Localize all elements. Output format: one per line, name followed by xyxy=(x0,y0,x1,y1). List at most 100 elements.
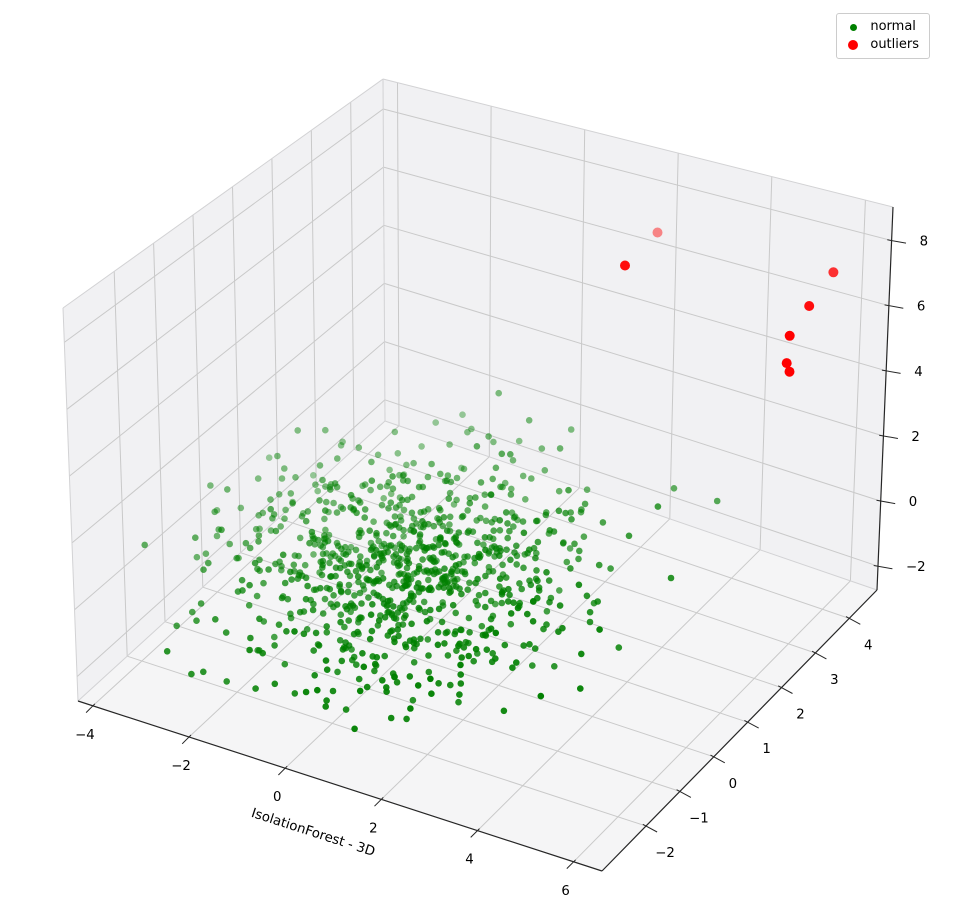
scatter-point-normal xyxy=(370,589,378,597)
scatter-point-normal xyxy=(457,671,465,678)
scatter-point-normal xyxy=(533,549,540,557)
grid-line-y-wall xyxy=(310,130,317,484)
grid-line-x-wall xyxy=(669,153,679,519)
scatter-point-normal xyxy=(200,668,207,676)
grid-line-y-wall xyxy=(153,243,166,622)
scatter-point-normal xyxy=(384,597,392,605)
scatter-point-normal xyxy=(356,687,364,695)
scatter-point-normal xyxy=(495,389,503,397)
scatter-point-normal xyxy=(252,525,260,533)
grid-line-x-wall xyxy=(849,200,866,581)
scatter-point-normal xyxy=(513,561,520,568)
scatter-point-normal xyxy=(468,425,475,433)
scatter-point-normal xyxy=(559,540,567,547)
scatter-point-normal xyxy=(457,661,464,669)
scatter-point-normal xyxy=(446,513,454,521)
scatter-point-normal xyxy=(399,621,407,628)
scatter-point-normal xyxy=(353,661,360,668)
scatter-point-normal xyxy=(534,577,541,585)
scatter-point-normal xyxy=(428,690,435,697)
scatter-point-normal xyxy=(421,521,428,528)
scatter-point-normal xyxy=(334,668,341,676)
scatter-point-normal xyxy=(368,627,376,635)
scatter-point-normal xyxy=(322,507,329,514)
scatter-point-normal xyxy=(275,491,283,498)
scatter-point-normal xyxy=(397,517,405,524)
scatter-point-normal xyxy=(348,560,355,568)
scatter-point-normal xyxy=(615,644,623,651)
scatter-point-outlier xyxy=(784,366,795,377)
scatter-point-normal xyxy=(625,532,633,540)
scatter-point-normal xyxy=(387,628,394,635)
scatter-point-normal xyxy=(514,604,522,612)
scatter-point-normal xyxy=(339,505,347,512)
scatter-point-normal xyxy=(360,663,368,671)
grid-line-z-right xyxy=(383,108,892,241)
scatter-point-normal xyxy=(546,598,553,606)
x-tick xyxy=(85,703,96,713)
scatter-point-normal xyxy=(595,561,603,569)
scatter-point-outlier xyxy=(828,267,839,278)
x-tick xyxy=(470,828,480,838)
scatter-point-normal xyxy=(301,561,309,569)
scatter-point-normal xyxy=(531,645,539,652)
scatter-point-normal xyxy=(309,535,317,542)
scatter-point-normal xyxy=(505,585,512,593)
scatter-point-normal xyxy=(336,637,344,644)
scatter-point-normal xyxy=(309,606,317,614)
scatter-point-normal xyxy=(277,523,285,530)
y-tick xyxy=(676,789,692,798)
scatter-point-normal xyxy=(420,508,428,515)
scatter-point-normal xyxy=(532,554,539,562)
scatter-point-normal xyxy=(391,428,399,436)
legend-item-normal: normal xyxy=(845,19,919,35)
scatter-point-normal xyxy=(379,677,386,684)
scatter-point-normal xyxy=(654,503,662,510)
scatter-point-normal xyxy=(405,559,413,567)
scatter-point-normal xyxy=(445,495,453,503)
scatter-point-normal xyxy=(496,552,503,559)
scatter-point-normal xyxy=(259,649,267,657)
scatter-point-normal xyxy=(404,496,411,504)
scatter-point-normal xyxy=(385,608,393,616)
y-tick-label: 0 xyxy=(729,777,737,792)
scatter-point-normal xyxy=(333,509,341,516)
scatter-point-normal xyxy=(406,673,414,680)
scatter-point-normal xyxy=(443,527,451,534)
scatter-point-normal xyxy=(520,564,527,572)
scatter-point-normal xyxy=(575,581,583,589)
scatter-point-normal xyxy=(267,527,275,534)
scatter-point-normal xyxy=(456,585,463,592)
grid-line-x-wall xyxy=(579,129,586,488)
scatter-point-normal xyxy=(358,600,365,607)
scatter-point-normal xyxy=(519,472,527,480)
z-tick-label: 2 xyxy=(911,430,919,445)
scatter-point-normal xyxy=(350,653,358,661)
scatter-point-normal xyxy=(289,500,296,507)
scatter-point-normal xyxy=(392,520,400,528)
scatter-point-normal xyxy=(296,608,304,616)
scatter-point-normal xyxy=(454,567,461,575)
scatter-point-normal xyxy=(238,576,246,584)
y-tick xyxy=(642,823,658,833)
y-tick xyxy=(744,719,759,729)
scatter-point-normal xyxy=(507,610,515,617)
scatter-point-normal xyxy=(508,485,515,493)
scatter-point-normal xyxy=(408,509,416,517)
scatter-point-normal xyxy=(319,550,327,558)
x-tick xyxy=(181,734,192,745)
scatter-point-normal xyxy=(367,566,374,574)
scatter-point-normal xyxy=(373,654,381,661)
legend-label-outliers: outliers xyxy=(870,37,919,52)
scatter-point-normal xyxy=(507,620,515,628)
scatter-point-normal xyxy=(322,657,330,664)
scatter-point-normal xyxy=(356,499,364,506)
scatter-point-normal xyxy=(212,616,219,623)
scatter-point-normal xyxy=(402,643,410,651)
scatter-point-normal xyxy=(580,533,588,540)
scatter-point-normal xyxy=(246,544,254,552)
grid-line-y-floor xyxy=(353,448,850,619)
scatter-point-normal xyxy=(319,610,327,617)
scatter-point-normal xyxy=(506,527,513,535)
